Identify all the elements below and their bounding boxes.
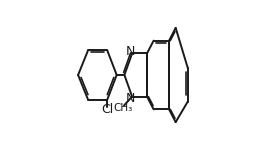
Text: N: N <box>126 92 135 105</box>
Text: Cl: Cl <box>101 103 113 116</box>
Text: N: N <box>126 45 135 58</box>
Text: CH₃: CH₃ <box>114 103 133 113</box>
